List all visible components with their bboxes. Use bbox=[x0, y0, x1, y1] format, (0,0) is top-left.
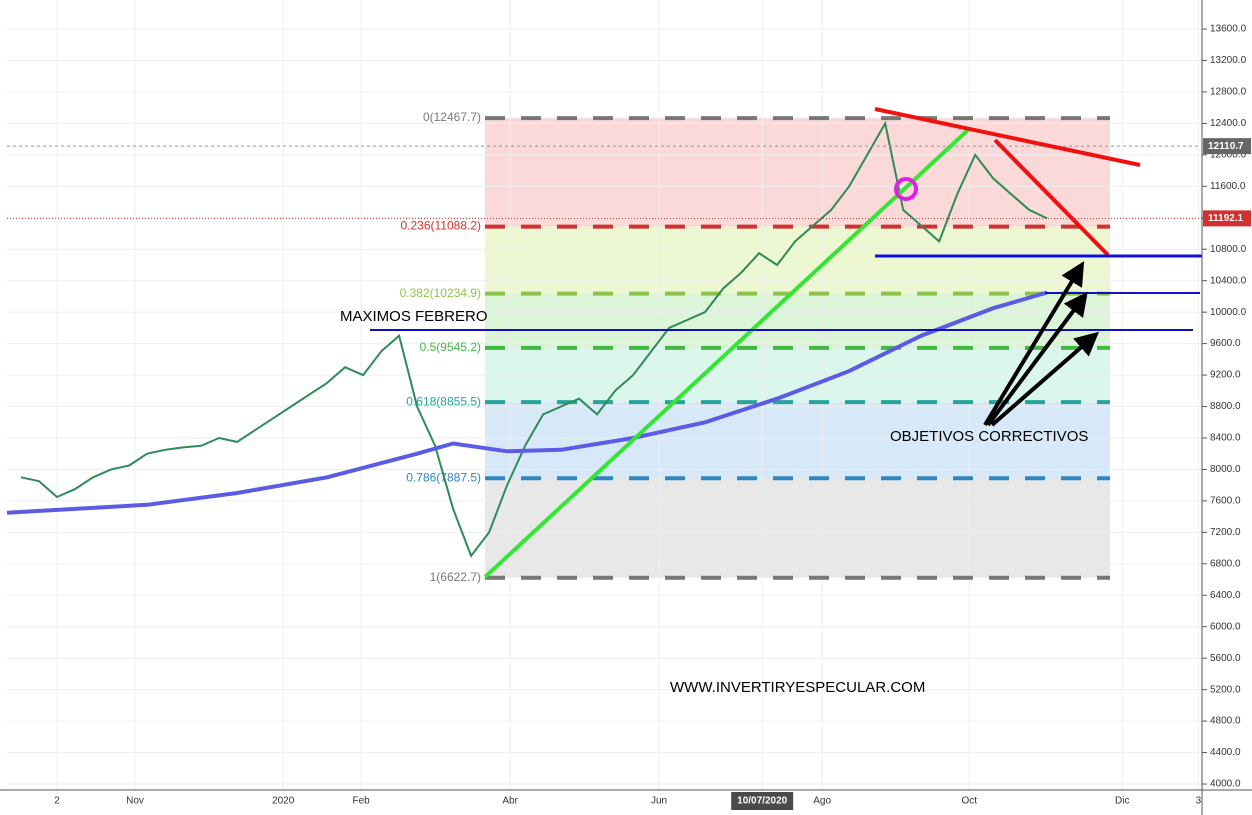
x-tick-label: Ago bbox=[813, 796, 831, 807]
fib-zone bbox=[485, 226, 1110, 294]
fib-label: 1(6622.7) bbox=[430, 570, 481, 584]
annotation: MAXIMOS FEBRERO bbox=[340, 308, 488, 325]
axis-bg bbox=[0, 790, 1252, 815]
annotation: OBJETIVOS CORRECTIVOS bbox=[890, 428, 1088, 445]
y-tick-label: 5200.0 bbox=[1210, 684, 1241, 695]
highlight-circle bbox=[894, 177, 918, 201]
x-tick-label: Abr bbox=[502, 796, 518, 807]
x-tick-label: Nov bbox=[126, 796, 144, 807]
fib-label: 0.382(10234.9) bbox=[400, 286, 481, 300]
y-tick-label: 8000.0 bbox=[1210, 464, 1241, 475]
y-tick-label: 8400.0 bbox=[1210, 433, 1241, 444]
price-box bbox=[1203, 210, 1251, 227]
fib-label: 0.618(8855.5) bbox=[406, 394, 481, 408]
y-tick-label: 4800.0 bbox=[1210, 716, 1241, 727]
fib-label: 0.5(9545.2) bbox=[420, 340, 481, 354]
y-tick-label: 6400.0 bbox=[1210, 590, 1241, 601]
trend-line bbox=[483, 128, 970, 579]
axis-bg bbox=[1202, 0, 1252, 815]
y-tick-label: 4000.0 bbox=[1210, 779, 1241, 790]
moving-average: MA bbox=[6, 290, 1048, 515]
y-tick-label: 12800.0 bbox=[1210, 87, 1247, 98]
y-tick-label: 12400.0 bbox=[1210, 118, 1247, 129]
y-tick-label: 10800.0 bbox=[1210, 244, 1247, 255]
crosshair-label-bg bbox=[731, 792, 794, 810]
x-tick-label: 2020 bbox=[272, 796, 295, 807]
y-tick-label: 10000.0 bbox=[1210, 307, 1247, 318]
y-tick-label: 13200.0 bbox=[1210, 55, 1247, 66]
x-tick-label: Feb bbox=[352, 796, 370, 807]
x-tick-label: 3 bbox=[1196, 796, 1202, 807]
watermark: WWW.INVERTIRYESPECULAR.COM bbox=[670, 679, 925, 696]
x-tick-label: 10/07/2020 bbox=[737, 796, 787, 807]
y-tick-label: 13600.0 bbox=[1210, 24, 1247, 35]
arrows bbox=[983, 261, 1100, 427]
x-tick-label: Dic bbox=[1115, 796, 1129, 807]
price-box-label: 11192.1 bbox=[1208, 213, 1243, 224]
x-tick-label: 2 bbox=[54, 796, 60, 807]
resistance-line bbox=[993, 138, 1110, 257]
fib-label: 0(12467.7) bbox=[423, 110, 481, 124]
x-tick-label: Oct bbox=[961, 796, 977, 807]
price-line: Price bbox=[20, 120, 1048, 558]
fib-zone bbox=[485, 478, 1110, 578]
y-tick-label: 6000.0 bbox=[1210, 621, 1241, 632]
fib-label: 0.236(11088.2) bbox=[400, 219, 481, 233]
y-tick-label: 7600.0 bbox=[1210, 496, 1241, 507]
y-tick-label: 7200.0 bbox=[1210, 527, 1241, 538]
y-tick-label: 6800.0 bbox=[1210, 558, 1241, 569]
x-tick-label: Jun bbox=[651, 796, 667, 807]
y-tick-label: 4400.0 bbox=[1210, 747, 1241, 758]
fib-zone bbox=[485, 118, 1110, 227]
y-tick-label: 12000.0 bbox=[1210, 149, 1247, 160]
y-tick-label: 11600.0 bbox=[1210, 181, 1246, 192]
y-tick-label: 8800.0 bbox=[1210, 401, 1241, 412]
resistance-line bbox=[874, 107, 1141, 167]
y-tick-label: 10400.0 bbox=[1210, 275, 1247, 286]
price-box bbox=[1203, 138, 1251, 155]
y-tick-label: 9600.0 bbox=[1210, 338, 1241, 349]
y-tick-label: 5600.0 bbox=[1210, 653, 1241, 664]
y-tick-label: 9200.0 bbox=[1210, 370, 1241, 381]
price-box-label: 12110.7 bbox=[1208, 141, 1244, 152]
